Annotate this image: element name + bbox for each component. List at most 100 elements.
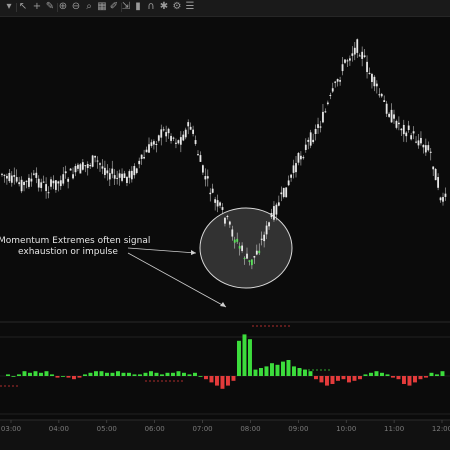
candle-body (199, 155, 202, 162)
gear-icon[interactable]: ✱ (159, 1, 169, 12)
bar-type-icon[interactable]: ▮ (135, 1, 141, 12)
candle-body (383, 100, 386, 103)
histogram-bar (402, 376, 406, 384)
histogram-bar (363, 374, 368, 376)
histogram-bar (330, 376, 335, 384)
histogram-bar (204, 376, 208, 380)
arrow-head-1 (191, 250, 196, 255)
candle-body (255, 250, 258, 255)
candle-body (351, 53, 354, 56)
candle-body (317, 124, 319, 128)
candle-body (111, 168, 114, 174)
draw-tools-icon[interactable]: ✐ (109, 1, 119, 12)
candle-body (13, 175, 16, 177)
histogram-bar (237, 340, 241, 376)
candle-body (329, 94, 332, 96)
candle-body (50, 179, 52, 187)
candle-body (437, 177, 439, 188)
candle-body (422, 144, 425, 148)
candle-body (349, 58, 351, 61)
candle-body (209, 192, 212, 195)
candle-body (388, 113, 390, 117)
candle-body (434, 168, 437, 181)
highlight-circle[interactable] (199, 207, 293, 289)
candle-body (10, 175, 13, 183)
zoom-in-icon[interactable]: ⊕ (58, 1, 68, 12)
candle-body (368, 72, 371, 74)
histogram-bar (132, 374, 137, 376)
annotation-line-1: Momentum Extremes often signal (0, 236, 150, 246)
candle-body (35, 172, 38, 178)
zoom-out-icon[interactable]: ⊖ (71, 1, 81, 12)
histogram-bar (369, 372, 373, 376)
histogram-bar (347, 376, 351, 383)
arrow-head-2 (220, 302, 226, 307)
histogram-bar (248, 339, 252, 376)
histogram-bar (391, 376, 395, 378)
candle-body (179, 137, 182, 145)
histogram-bar (94, 371, 98, 376)
candle-body (155, 144, 158, 146)
candle-body (69, 168, 72, 171)
cursor-icon[interactable]: ↖ (18, 1, 28, 12)
histogram-bar (220, 376, 225, 389)
candle-body (400, 128, 403, 131)
histogram-bar (292, 366, 296, 376)
candle-body (143, 157, 145, 159)
objects-icon[interactable]: ☰ (185, 1, 195, 12)
candle-body (28, 177, 30, 187)
histogram-bar (154, 372, 159, 376)
histogram-bar (429, 372, 434, 376)
time-axis-label: 05:00 (97, 425, 117, 433)
candle-body (300, 155, 302, 160)
candle-body (182, 134, 185, 141)
candle-body (101, 166, 104, 169)
candle-body (248, 260, 251, 262)
candle-body (81, 162, 84, 170)
candle-body (358, 55, 361, 57)
histogram-bar (308, 371, 313, 376)
candle-body (407, 125, 410, 131)
histogram-bar (193, 372, 197, 376)
candle-body (62, 174, 65, 184)
time-axis-label: 10:00 (336, 425, 356, 433)
grid-icon[interactable]: ▦ (97, 1, 107, 12)
histogram-bar (28, 372, 32, 376)
candle-body (263, 234, 266, 242)
time-axis-label: 03:00 (1, 425, 21, 433)
menu-chevron-icon[interactable]: ▾ (6, 1, 12, 12)
settings-icon[interactable]: ⚙ (172, 1, 182, 12)
pencil-icon[interactable]: ✎ (45, 1, 55, 12)
histogram-bar (440, 371, 445, 376)
histogram-bar (6, 374, 10, 376)
candle-body (94, 155, 96, 158)
candle-body (410, 135, 413, 140)
candle-body (108, 173, 111, 180)
candle-body (96, 160, 99, 162)
magnet-icon[interactable]: ∩ (147, 1, 155, 12)
histogram-bar (325, 376, 329, 386)
candle-body (57, 181, 60, 184)
candle-body (42, 181, 45, 183)
candle-body (226, 216, 229, 218)
candle-body (243, 257, 246, 260)
candle-body (165, 132, 168, 137)
candle-body (366, 61, 368, 73)
candle-body (175, 142, 177, 144)
search-icon[interactable]: ⌕ (86, 1, 92, 12)
candle-body (55, 180, 57, 190)
candle-body (113, 175, 116, 179)
measure-icon[interactable]: ⇲ (121, 1, 131, 12)
candle-body (290, 174, 292, 178)
histogram-bar (380, 372, 384, 376)
candle-body (64, 171, 67, 174)
candle-body (378, 94, 381, 96)
candle-body (84, 165, 87, 167)
candle-body (6, 176, 8, 179)
histogram-bar (17, 374, 21, 376)
time-axis[interactable]: 03:00 04:00 05:00 06:00 07:00 08:00 09:00 10:00… (1, 420, 450, 433)
candle-body (204, 176, 207, 180)
histogram-bar (341, 376, 346, 380)
crosshair-icon[interactable]: + (32, 1, 42, 12)
